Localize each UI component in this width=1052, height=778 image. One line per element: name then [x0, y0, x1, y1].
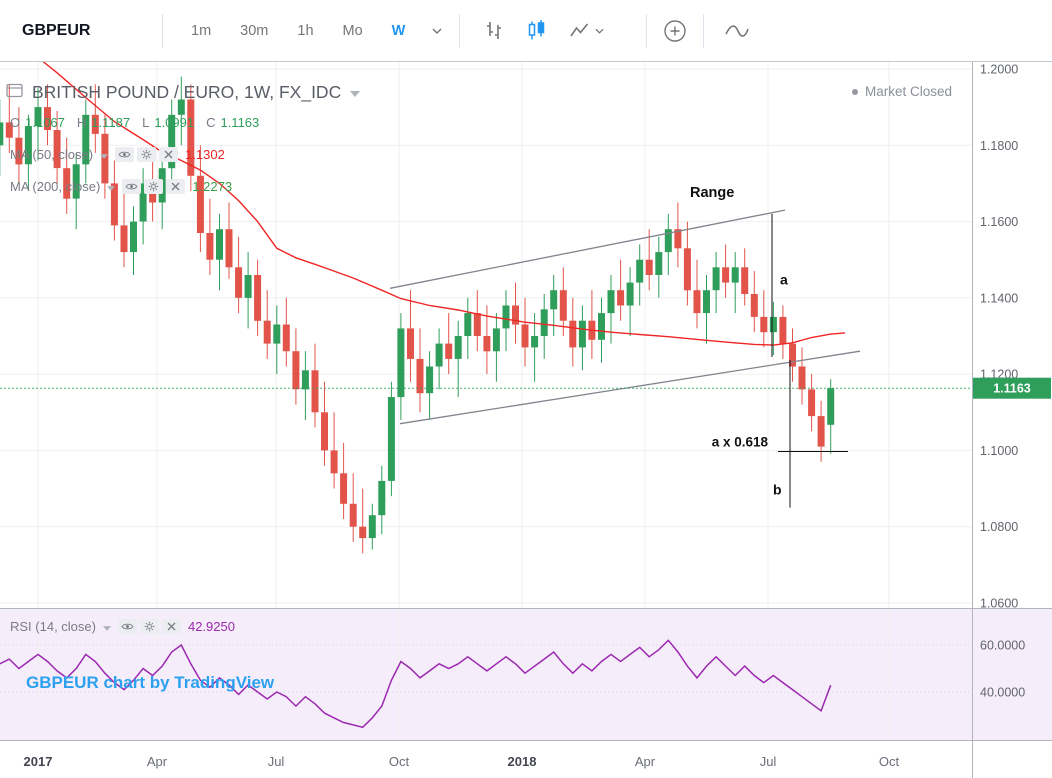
- price-tick-label: 1.2000: [980, 63, 1018, 77]
- market-status: Market Closed: [851, 84, 952, 99]
- chart-canvas[interactable]: Range a b a x 0.618 1.2000 1.1800 1.1600 1.1400…: [0, 62, 1052, 778]
- market-status-text: Market Closed: [864, 84, 952, 99]
- settings-icon[interactable]: [144, 179, 164, 194]
- annotation-label[interactable]: Range: [690, 185, 734, 201]
- interval-30m[interactable]: 30m: [240, 22, 269, 39]
- ma200-controls: [122, 179, 186, 194]
- ma50-line[interactable]: [0, 62, 846, 346]
- price-tick-label: 1.0800: [980, 520, 1018, 534]
- ma50-controls: [115, 147, 179, 162]
- area-style-icon[interactable]: [566, 17, 606, 44]
- rsi-series[interactable]: [0, 639, 832, 729]
- price-axis[interactable]: 1.20001.18001.16001.14001.12001.10001.08…: [973, 63, 1051, 700]
- candles-style-icon[interactable]: [523, 17, 550, 44]
- rsi-value: 42.9250: [187, 619, 235, 634]
- ma200-label[interactable]: MA (200, close): [10, 179, 101, 194]
- time-tick-label: Apr: [147, 754, 168, 769]
- remove-icon[interactable]: [166, 179, 186, 194]
- ma50-value: 1.1302: [185, 147, 225, 162]
- high-value: 1.1187: [91, 115, 131, 130]
- visibility-icon[interactable]: [122, 179, 142, 194]
- last-price-tag-label: 1.1163: [993, 382, 1031, 396]
- ma200-caret-icon[interactable]: [107, 179, 116, 194]
- status-dot-icon: [851, 88, 858, 95]
- title-caret-icon[interactable]: [350, 84, 361, 102]
- ma50-caret-icon[interactable]: [100, 147, 109, 162]
- curve-tool-icon[interactable]: [721, 19, 753, 43]
- toolbar-separator: [703, 13, 704, 48]
- symbol-name[interactable]: GBPEUR: [22, 21, 91, 39]
- low-label: L: [142, 115, 150, 130]
- price-tick-label: 1.1000: [980, 444, 1018, 458]
- visibility-icon[interactable]: [115, 147, 135, 162]
- ma200-row: MA (200, close) 1.2273: [10, 179, 232, 194]
- window-icon[interactable]: [6, 83, 23, 103]
- time-tick-label: 2017: [24, 754, 53, 769]
- rsi-label[interactable]: RSI (14, close): [10, 619, 96, 634]
- interval-1m[interactable]: 1m: [191, 22, 212, 39]
- visibility-icon[interactable]: [117, 619, 137, 634]
- rsi-caret-icon[interactable]: [102, 619, 111, 634]
- time-tick-label: Oct: [879, 754, 900, 769]
- time-tick-label: Jul: [268, 754, 285, 769]
- interval-1w[interactable]: W: [391, 22, 406, 39]
- interval-buttons: 1m 30m 1h Mo W: [163, 21, 459, 41]
- drawings[interactable]: Range a b a x 0.618: [389, 185, 861, 508]
- chart-title[interactable]: BRITISH POUND / EURO, 1W, FX_IDC: [32, 82, 342, 102]
- interval-1h[interactable]: 1h: [297, 22, 314, 39]
- toolbar-separator: [646, 13, 647, 48]
- toolbar-separator: [459, 13, 460, 48]
- compare-plus-icon[interactable]: [660, 16, 690, 46]
- price-tick-label: 1.1800: [980, 139, 1018, 153]
- rsi-tick-label: 60.0000: [980, 639, 1025, 653]
- last-price-tag: [973, 377, 1051, 399]
- toolbar-separator: [162, 13, 163, 48]
- remove-icon[interactable]: [159, 147, 179, 162]
- rsi-legend-row: RSI (14, close) 42.9250: [10, 619, 235, 634]
- settings-icon[interactable]: [139, 619, 159, 634]
- top-toolbar: GBPEUR 1m 30m 1h Mo W: [0, 0, 1052, 62]
- close-value: 1.1163: [220, 115, 260, 130]
- ohlc-row: O 1.1067 H 1.1187 L 1.0991 C 1.1163: [10, 115, 266, 130]
- chart-area[interactable]: Range a b a x 0.618 1.2000 1.1800 1.1600 1.1400…: [0, 62, 1052, 778]
- ma200-value: 1.2273: [192, 179, 233, 194]
- chart-style-buttons: [460, 17, 646, 44]
- low-value: 1.0991: [154, 115, 195, 130]
- ma50-row: MA (50, close) 1.1302: [10, 147, 225, 162]
- interval-mo[interactable]: Mo: [342, 22, 363, 39]
- time-tick-label: Oct: [389, 754, 410, 769]
- time-tick-label: 2018: [508, 754, 537, 769]
- area-style-caret-icon: [595, 28, 604, 34]
- gridlines: [0, 62, 972, 740]
- rsi-controls: [117, 619, 181, 634]
- price-tick-label: 1.1400: [980, 291, 1018, 305]
- open-label: O: [10, 115, 21, 130]
- open-value: 1.1067: [25, 115, 65, 130]
- annotation-label[interactable]: a: [780, 272, 788, 288]
- time-tick-label: Apr: [635, 754, 656, 769]
- annotation-label[interactable]: a x 0.618: [712, 435, 769, 450]
- time-axis[interactable]: 2017 Apr Jul Oct 2018 Apr Jul Oct: [24, 754, 900, 769]
- close-label: C: [206, 115, 216, 130]
- candlestick-series[interactable]: [0, 62, 846, 554]
- interval-dropdown-caret-icon[interactable]: [432, 28, 442, 34]
- remove-icon[interactable]: [161, 619, 181, 634]
- price-tick-label: 1.1600: [980, 215, 1018, 229]
- settings-icon[interactable]: [137, 147, 157, 162]
- ma50-label[interactable]: MA (50, close): [10, 147, 94, 162]
- main-legend-title-row: BRITISH POUND / EURO, 1W, FX_IDC: [6, 82, 361, 103]
- price-tick-label: 1.0600: [980, 597, 1018, 611]
- time-tick-label: Jul: [760, 754, 777, 769]
- pane-borders: [0, 62, 1052, 778]
- high-label: H: [76, 115, 87, 130]
- tradingview-watermark-link[interactable]: GBPEUR chart by TradingView: [26, 673, 275, 692]
- bars-style-icon[interactable]: [480, 17, 507, 44]
- rsi-tick-label: 40.0000: [980, 686, 1025, 700]
- annotation-label[interactable]: b: [773, 481, 782, 497]
